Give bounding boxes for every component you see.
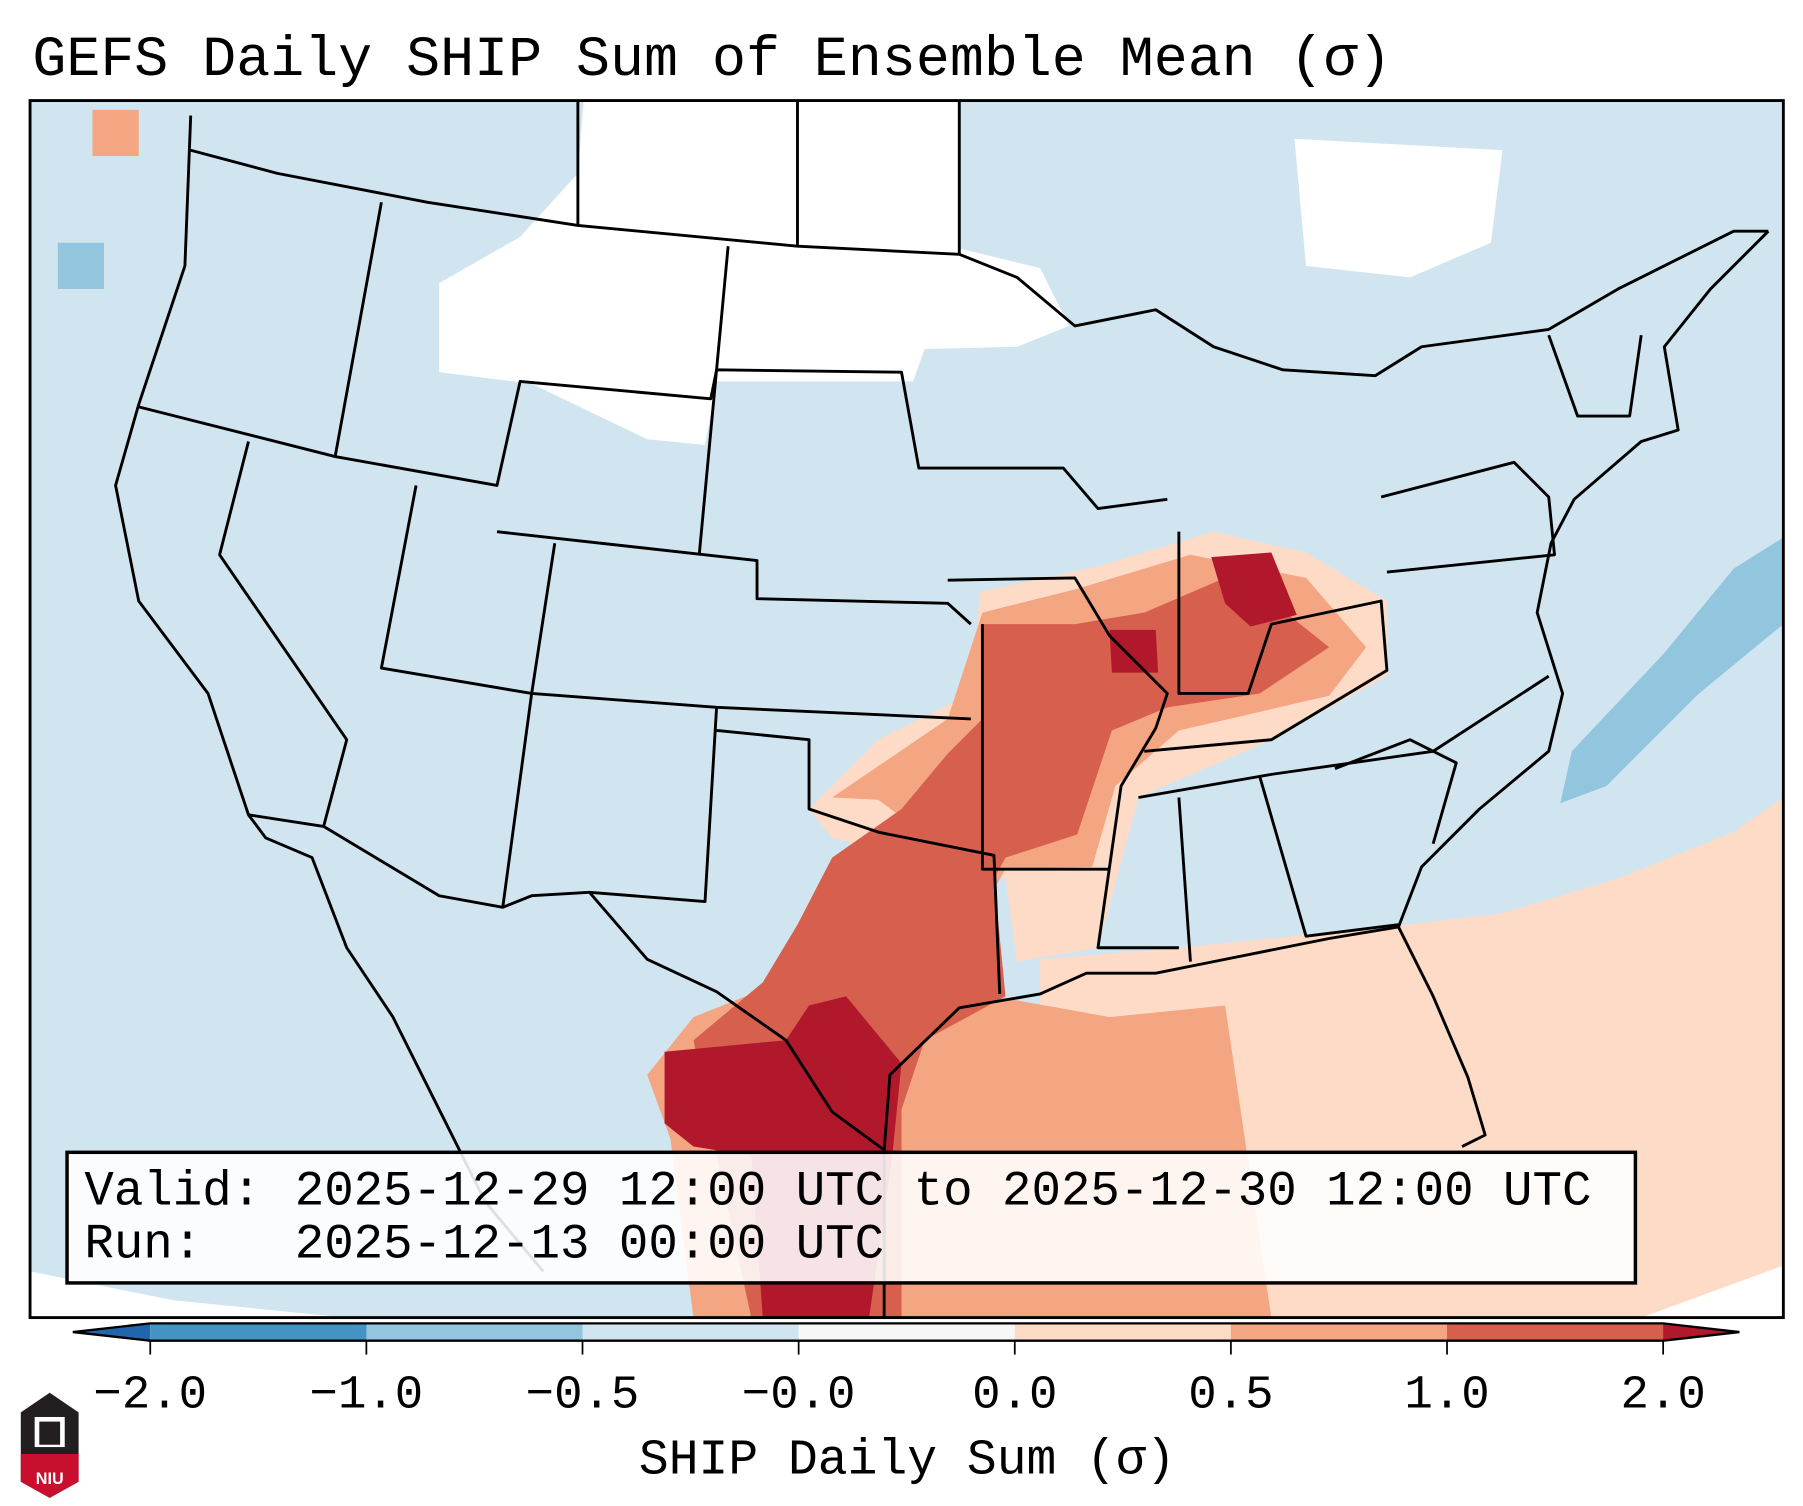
niu-logo: NIU — [20, 1392, 79, 1498]
state-line — [716, 729, 1002, 995]
region-outside-projection-sw — [30, 1271, 347, 1318]
state-line — [1547, 334, 1643, 418]
colorbar-ticks: −2.0 −1.0 −0.5 −0.0 0.0 0.5 1.0 2.0 — [93, 1340, 1706, 1423]
state-line — [947, 576, 1179, 950]
colorbar-segment — [582, 1323, 800, 1341]
chart-title: GEFS Daily SHIP Sum of Ensemble Mean (σ) — [32, 29, 1391, 93]
svg-text:NIU: NIU — [36, 1470, 64, 1488]
colorbar-segment — [1014, 1323, 1232, 1341]
state-line — [1177, 797, 1192, 962]
colorbar-tick-label: 2.0 — [1621, 1370, 1706, 1423]
colorbar-tick-label: 0.0 — [972, 1370, 1057, 1423]
colorbar-extend-low — [72, 1323, 151, 1341]
map-boundaries — [114, 100, 1770, 1318]
info-box: Valid: 2025-12-29 12:00 UTC to 2025-12-3… — [65, 1150, 1638, 1285]
east-coast — [1397, 230, 1770, 928]
state-line — [1258, 776, 1399, 938]
colorbar-tick-label: 1.0 — [1404, 1370, 1489, 1423]
state-line — [1380, 460, 1556, 574]
gulf-coast — [882, 925, 1487, 1318]
colorbar-segment — [150, 1323, 367, 1341]
colorbar-tick-label: −0.0 — [742, 1370, 856, 1423]
region-outside-projection-se — [1641, 1265, 1784, 1318]
run-value: 2025-12-13 00:00 UTC — [295, 1216, 884, 1272]
colorbar-segment — [366, 1323, 584, 1341]
valid-label: Valid: — [84, 1163, 261, 1219]
colorbar-label: SHIP Daily Sum (σ) — [639, 1433, 1176, 1489]
colorbar-tick-label: −2.0 — [93, 1370, 207, 1423]
colorbar — [72, 1322, 1740, 1342]
state-line — [1144, 531, 1389, 753]
colorbar-segment — [798, 1323, 1016, 1341]
colorbar-tick-label: 0.5 — [1188, 1370, 1273, 1423]
region-negative-atlantic — [1560, 537, 1784, 804]
state-line — [1334, 738, 1458, 845]
run-label: Run: — [84, 1216, 202, 1272]
state-line — [501, 543, 557, 908]
west-coast — [114, 115, 545, 1273]
state-line — [980, 624, 1110, 871]
colorbar-extend-high — [1663, 1323, 1740, 1341]
region-very-high-ohio-valley — [1211, 552, 1297, 627]
state-line — [218, 441, 349, 827]
state-line — [334, 368, 1168, 510]
map-panel — [30, 100, 1784, 1318]
state-line — [697, 246, 730, 555]
region-pacific-speck — [57, 242, 105, 289]
colorbar-segment — [1230, 1323, 1448, 1341]
colorbar-tick-label: −0.5 — [526, 1370, 640, 1423]
canada-border — [190, 148, 1769, 378]
map-frame — [28, 99, 1785, 1320]
region-zero-north — [439, 100, 1070, 445]
region-very-high-indiana — [1109, 629, 1159, 673]
state-line — [589, 707, 719, 903]
region-pacific-speck — [92, 109, 139, 157]
colorbar-segment — [1447, 1323, 1664, 1341]
region-zero-quebec — [1294, 138, 1503, 278]
state-line — [496, 530, 972, 626]
colorbar-tick-label: −1.0 — [310, 1370, 424, 1423]
valid-value: 2025-12-29 12:00 UTC to 2025-12-30 12:00… — [295, 1163, 1592, 1219]
